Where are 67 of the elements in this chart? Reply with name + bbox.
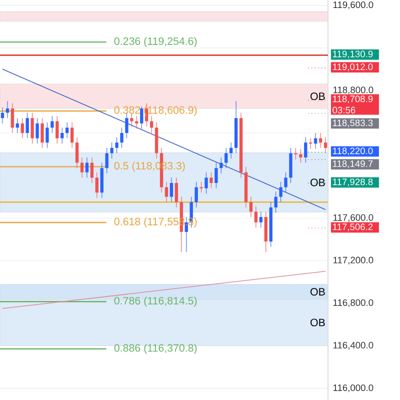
- candlestick: [174, 177, 178, 208]
- candlestick: [210, 172, 213, 189]
- candlestick: [140, 106, 144, 129]
- y-tick-label: 116,800.0: [333, 299, 374, 308]
- candlestick: [40, 118, 44, 148]
- candlestick: [284, 172, 288, 193]
- candlestick: [80, 157, 84, 178]
- candlestick: [200, 182, 203, 193]
- ref-line-label: 119,012.0: [332, 64, 373, 72]
- candlestick: [20, 118, 24, 139]
- candlestick: [75, 136, 79, 168]
- band-label: OB: [310, 92, 325, 100]
- candlestick: [249, 196, 253, 218]
- ref-line-label: 118,220.0: [332, 148, 373, 156]
- candlestick: [299, 148, 302, 164]
- candlestick: [170, 177, 174, 202]
- y-tick-label: 117,200.0: [333, 256, 374, 264]
- candlestick: [294, 148, 298, 160]
- candlestick: [10, 102, 14, 134]
- y-tick-label: 118,800.0: [333, 86, 374, 94]
- band-label: OB: [310, 178, 325, 186]
- candlestick: [66, 122, 69, 139]
- candlestick: [224, 148, 228, 168]
- candlestick: [214, 162, 218, 189]
- candlestick: [90, 157, 94, 184]
- ref-line-label: 118,708.9 03:56: [332, 96, 373, 114]
- candlestick: [309, 138, 312, 150]
- candlestick: [110, 142, 114, 159]
- candlestick: [60, 127, 64, 144]
- candlestick: [30, 112, 34, 144]
- candlestick: [56, 116, 59, 144]
- candlestick: [26, 112, 29, 139]
- candlestick: [130, 112, 134, 127]
- y-tick-label: 116,400.0: [333, 342, 374, 350]
- ref-line-label: 0.886 (116,370.8): [114, 344, 197, 354]
- candlestick: [50, 116, 54, 134]
- candlestick: [204, 172, 208, 194]
- candlestick: [95, 172, 98, 198]
- ref-line-label: 119,130.9: [332, 50, 373, 58]
- candlestick: [125, 112, 128, 139]
- candlestick: [194, 182, 198, 208]
- candlestick: [85, 157, 89, 178]
- candlestick: [279, 182, 282, 202]
- y-tick-label: 117,600.0: [333, 214, 374, 222]
- ref-line-label: 118,583.3: [332, 120, 373, 128]
- y-tick-label: 119,600.0: [333, 1, 374, 10]
- candlestick: [105, 148, 108, 174]
- candlestick: [120, 127, 124, 148]
- y-tick-label: 116,000.0: [333, 384, 374, 392]
- ref-line-label: 0.786 (116,814.5): [114, 296, 197, 307]
- candlestick: [259, 211, 262, 228]
- candlestick: [70, 122, 74, 148]
- candlestick: [274, 191, 278, 214]
- candlestick: [115, 136, 118, 154]
- candlestick: [164, 182, 168, 202]
- candlestick: [6, 100, 10, 118]
- candlestick: [254, 206, 258, 228]
- candlestick: [324, 136, 328, 154]
- candlestick: [135, 116, 138, 129]
- ref-line-label: 118,149.7: [332, 160, 373, 168]
- band-label: OB: [310, 288, 325, 296]
- candlestick: [36, 118, 39, 144]
- band-label: OB: [310, 318, 325, 326]
- ref-line-label: 117,928.8: [332, 178, 373, 186]
- ref-line-label: 0.236 (119,254.6): [114, 37, 197, 48]
- ref-line-label: 117,506.2: [332, 224, 373, 232]
- candlestick: [46, 122, 49, 148]
